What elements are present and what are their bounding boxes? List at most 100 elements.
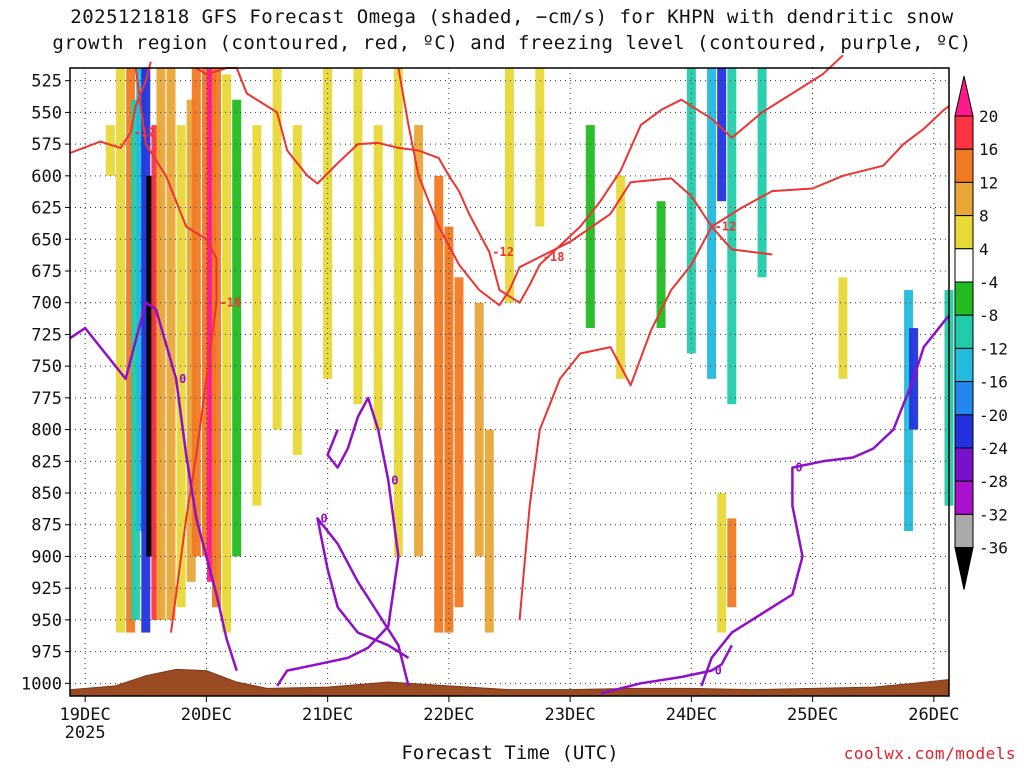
omega-cell	[131, 99, 141, 620]
y-tick-label: 650	[31, 230, 62, 250]
omega-cell	[414, 125, 424, 557]
x-tick-label: 22DEC	[423, 705, 474, 725]
omega-cell	[585, 125, 595, 329]
colorbar-label: -32	[979, 505, 1008, 524]
colorbar-bin	[954, 513, 974, 549]
colorbar-label: 8	[979, 207, 989, 226]
freezing-level-contour-label: 0	[715, 664, 722, 678]
colorbar-label: -16	[979, 373, 1008, 392]
omega-cell	[212, 68, 221, 608]
dgz-contour	[134, 67, 218, 633]
omega-cell	[141, 68, 151, 633]
y-tick-label: 800	[31, 421, 62, 441]
colorbar-label: -12	[979, 339, 1008, 358]
y-tick-label: 750	[31, 357, 62, 377]
omega-cell	[393, 68, 403, 557]
freezing-level-contour-label: 0	[795, 461, 802, 475]
colorbar-bin	[954, 181, 974, 217]
dgz-contour-label: -18	[543, 250, 565, 264]
plot-frame	[69, 67, 950, 697]
omega-cell	[535, 68, 545, 227]
omega-cell	[105, 125, 115, 176]
y-tick-label: 625	[31, 199, 62, 219]
omega-cell	[232, 99, 242, 557]
y-tick-label: 875	[31, 516, 62, 536]
colorbar-bin	[954, 115, 974, 150]
freezing-level-contour	[276, 396, 400, 687]
colorbar-label: -24	[979, 439, 1008, 458]
omega-cell	[904, 290, 914, 532]
colorbar-bin	[954, 314, 974, 349]
colorbar-label: 4	[979, 240, 989, 259]
x-axis-label: Forecast Time (UTC)	[401, 742, 619, 764]
omega-cell	[454, 277, 464, 608]
omega-cell	[201, 68, 211, 557]
y-tick-label: 525	[31, 72, 62, 92]
colorbar-bin	[954, 414, 974, 449]
dgz-contour-label: -12	[715, 220, 737, 234]
dgz-contour	[518, 105, 950, 620]
omega-cell	[717, 493, 727, 633]
dgz-contour-label: -12	[492, 245, 514, 259]
omega-cell	[126, 68, 136, 633]
chart-title-line-1: 2025121818 GFS Forecast Omega (shaded, −…	[70, 6, 954, 28]
y-tick-label: 825	[31, 452, 62, 472]
colorbar-bin	[954, 281, 974, 316]
y-tick-label: 700	[31, 294, 62, 314]
y-tick-label: 975	[31, 643, 62, 663]
freezing-level-contour-label: 0	[321, 511, 328, 525]
dgz-contour	[397, 67, 773, 307]
colorbar-label: 12	[979, 173, 998, 192]
omega-cell	[186, 99, 196, 582]
y-tick-label: 900	[31, 547, 62, 567]
omega-cell	[222, 74, 232, 633]
omega-cell	[686, 68, 696, 354]
colorbar-bin	[954, 347, 974, 383]
omega-cell	[474, 302, 484, 557]
freezing-level-contour	[600, 644, 733, 695]
colorbar-bin	[954, 248, 974, 283]
y-tick-label: 575	[31, 135, 62, 155]
colorbar-label: -20	[979, 406, 1008, 425]
dgz-contour	[195, 54, 844, 304]
y-tick-label: 950	[31, 611, 62, 631]
omega-cell	[176, 125, 186, 608]
omega-cell	[191, 68, 201, 557]
omega-cell	[166, 68, 176, 620]
freezing-level-contour	[700, 314, 950, 687]
dgz-contour	[69, 61, 152, 154]
colorbar-label: 16	[979, 140, 998, 159]
omega-cell	[252, 125, 262, 506]
omega-cell	[136, 68, 146, 532]
x-tick-label: 26DEC	[908, 705, 959, 725]
colorbar-label: -8	[979, 306, 998, 325]
omega-cell	[616, 175, 626, 379]
omega-cell	[727, 518, 737, 608]
x-tick-label: 23DEC	[545, 705, 596, 725]
x-tick-label: 20DEC	[181, 705, 232, 725]
y-tick-label: 925	[31, 579, 62, 599]
freezing-level-contour	[316, 517, 410, 687]
colorbar-bottom-arrow	[954, 547, 974, 590]
y-tick-label: 600	[31, 167, 62, 187]
colorbar-label: -4	[979, 273, 998, 292]
x-tick-label: 21DEC	[302, 705, 353, 725]
y-tick-label: 675	[31, 262, 62, 282]
omega-cell	[353, 68, 363, 405]
x-tick-sublabel: 2025	[65, 723, 106, 743]
colorbar-bin	[954, 381, 974, 416]
y-tick-label: 1000	[21, 674, 62, 694]
credit-link[interactable]: coolwx.com/models	[843, 744, 1016, 763]
freezing-level-contour-label: 0	[179, 372, 186, 386]
dgz-contour-label: -18	[220, 296, 242, 310]
omega-cell	[838, 277, 848, 379]
omega-cell	[656, 201, 666, 329]
colorbar-bin	[954, 447, 974, 482]
colorbar-bin	[954, 215, 974, 250]
omega-cell	[727, 68, 737, 405]
colorbar-bin	[954, 480, 974, 515]
y-tick-label: 775	[31, 389, 62, 409]
y-tick-label: 550	[31, 103, 62, 123]
